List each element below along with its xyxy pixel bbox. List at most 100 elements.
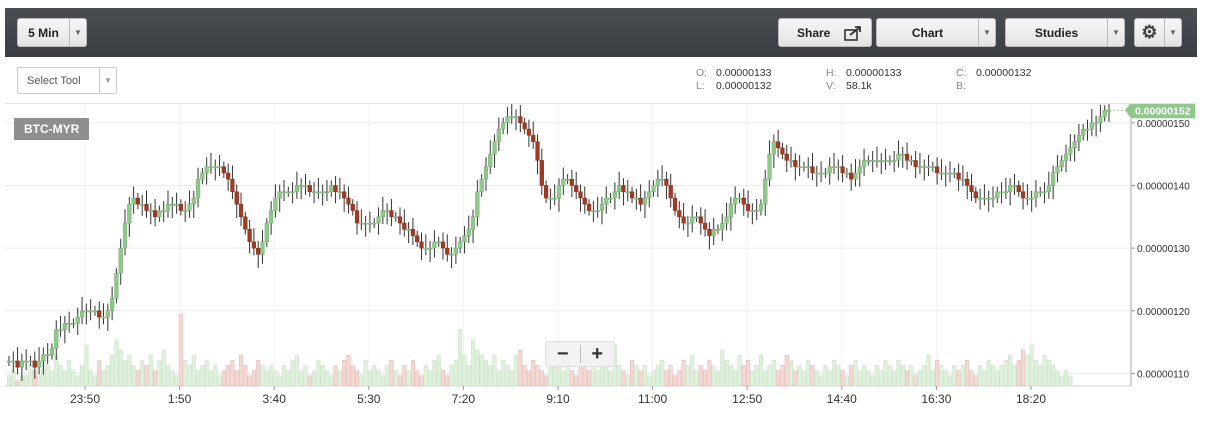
candle-body xyxy=(561,178,566,186)
candle-body xyxy=(174,204,179,206)
candle-body xyxy=(354,210,360,224)
volume-bar xyxy=(995,370,1000,387)
candle-body xyxy=(814,172,819,175)
settings-dropdown[interactable]: ⚙ ▼ xyxy=(1134,18,1182,47)
volume-bar xyxy=(694,370,699,387)
volume-bar xyxy=(853,360,858,387)
candle-body xyxy=(273,197,278,211)
candle-body xyxy=(892,160,897,162)
candle-body xyxy=(509,116,514,118)
volume-bar xyxy=(836,365,841,387)
select-tool-label: Select Tool xyxy=(27,74,81,87)
volume-bar xyxy=(92,375,97,387)
volume-bar xyxy=(733,370,738,387)
candle-body xyxy=(140,204,145,206)
candle-body xyxy=(204,166,209,174)
candle-body xyxy=(432,241,437,249)
candle-body xyxy=(157,210,162,217)
candle-body xyxy=(750,210,755,212)
volume-bar xyxy=(221,370,226,387)
candle-body xyxy=(1098,116,1103,123)
candle-body xyxy=(333,185,338,192)
chart-area[interactable]: 0.00000150 0.00000140 0.00000130 0.00000120… xyxy=(5,100,1197,414)
candle-body xyxy=(982,197,987,200)
candle-body xyxy=(767,153,772,180)
volume-bar xyxy=(625,375,630,387)
candle-body xyxy=(1063,153,1069,161)
candle-body xyxy=(690,216,695,224)
close-value: 0.00000132 xyxy=(976,67,1032,79)
volume-bar xyxy=(230,360,235,387)
chart-type-dropdown[interactable]: Chart ▼ xyxy=(876,18,996,47)
volume-bar xyxy=(518,349,523,387)
volume-bar xyxy=(771,360,776,387)
volume-bar xyxy=(157,360,162,387)
volume-bar xyxy=(49,370,55,387)
candle-body xyxy=(990,197,996,200)
candle-body xyxy=(1051,172,1056,186)
volume-bar xyxy=(24,375,29,387)
volume-bar xyxy=(767,365,772,387)
volume-bar xyxy=(62,370,67,387)
ohlc-close-bid: C: 0.00000132 B: xyxy=(956,67,1031,93)
volume-bar xyxy=(814,370,819,387)
volume-bar xyxy=(874,365,880,387)
candle-body xyxy=(294,185,299,192)
candle-body xyxy=(277,191,282,199)
x-tick-label: 7:20 xyxy=(452,392,476,406)
low-value: 0.00000132 xyxy=(716,80,772,92)
candle-body xyxy=(208,166,214,169)
candle-body xyxy=(896,153,901,161)
candle-body xyxy=(363,222,368,225)
volume-bar xyxy=(15,380,20,387)
candle-body xyxy=(385,210,390,212)
volume-bar xyxy=(621,370,626,387)
candle-body xyxy=(453,247,458,255)
candle-body xyxy=(264,222,269,243)
share-button[interactable]: Share xyxy=(778,18,872,47)
volume-bar xyxy=(277,375,282,387)
volume-bar xyxy=(320,365,325,387)
volume-value: 58.1k xyxy=(846,80,872,92)
volume-bar xyxy=(990,365,996,387)
x-tick-label: 11:00 xyxy=(638,392,667,406)
select-tool-dropdown[interactable]: Select Tool ▼ xyxy=(17,67,117,94)
studies-dropdown[interactable]: Studies ▼ xyxy=(1005,18,1125,47)
volume-bar xyxy=(84,344,89,387)
candle-body xyxy=(445,247,450,255)
candle-body xyxy=(861,160,867,167)
volume-bar xyxy=(397,375,403,387)
low-key: L: xyxy=(696,80,705,92)
volume-bar xyxy=(1068,375,1073,387)
volume-bar xyxy=(728,365,733,387)
candlestick-chart[interactable]: 0.00000150 0.00000140 0.00000130 0.00000120… xyxy=(5,100,1197,414)
volume-bar xyxy=(522,365,527,387)
volume-bar xyxy=(165,365,171,387)
candle-body xyxy=(582,197,587,205)
candle-body xyxy=(15,360,20,368)
zoom-in-button[interactable]: + xyxy=(591,343,604,365)
candle-body xyxy=(776,141,781,149)
high-key: H: xyxy=(826,67,837,79)
candle-body xyxy=(217,166,222,169)
candle-body xyxy=(170,204,175,206)
volume-bar xyxy=(776,370,781,387)
volume-bar xyxy=(896,360,901,387)
candle-body xyxy=(999,191,1004,194)
x-tick-label: 1:50 xyxy=(168,392,192,406)
candle-body xyxy=(54,329,59,349)
volume-bar xyxy=(978,365,983,387)
sub-toolbar: Select Tool ▼ O: 0.00000133 L: 0.00000132 … xyxy=(5,57,1197,104)
volume-bar xyxy=(376,370,381,387)
zoom-out-button[interactable]: − xyxy=(556,343,569,365)
volume-bar xyxy=(681,360,686,387)
candle-body xyxy=(58,329,63,332)
candle-body xyxy=(926,166,931,169)
interval-dropdown[interactable]: 5 Min ▼ xyxy=(17,18,87,47)
volume-bar xyxy=(565,365,570,387)
candle-body xyxy=(458,241,463,249)
candle-body xyxy=(191,197,196,205)
chart-type-label: Chart xyxy=(911,25,944,40)
candle-body xyxy=(256,247,261,255)
candle-body xyxy=(788,160,794,162)
